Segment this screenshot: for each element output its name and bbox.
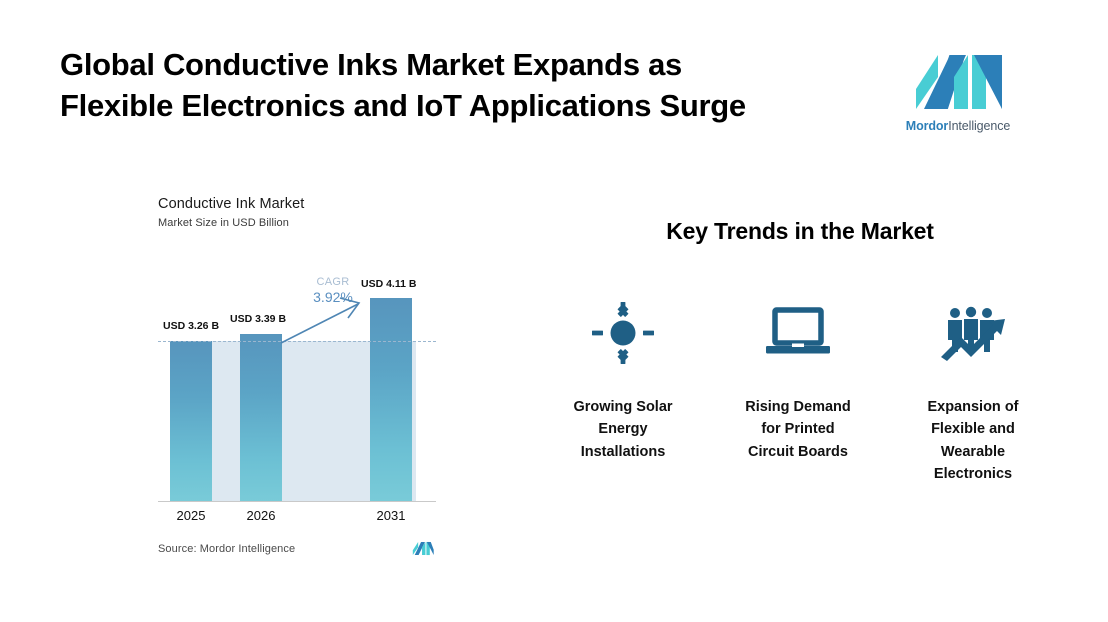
chart-source-text: Source: Mordor Intelligence bbox=[158, 542, 296, 555]
brand-wordmark: MordorIntelligence bbox=[898, 119, 1018, 133]
key-trends-row: Growing Solar Energy Installations Risin… bbox=[548, 296, 1048, 486]
page-title-line-2: Flexible Electronics and IoT Application… bbox=[60, 87, 746, 123]
bar-chart-plot: USD 3.26 B USD 3.39 B USD 4.11 B CAGR 3.… bbox=[158, 268, 436, 508]
chart-heading-block: Conductive Ink Market Market Size in USD… bbox=[158, 196, 448, 229]
sun-icon bbox=[592, 296, 654, 370]
bar-value-label-2026: USD 3.39 B bbox=[230, 313, 287, 325]
trend-label-pcb-line2: for Printed bbox=[761, 421, 835, 438]
bar-value-label-2031: USD 4.11 B bbox=[361, 278, 417, 290]
laptop-icon bbox=[765, 296, 831, 370]
brand-word-light: Intelligence bbox=[948, 119, 1011, 133]
mordor-intelligence-logo-icon bbox=[916, 55, 1002, 109]
people-growth-arrow-icon bbox=[937, 296, 1009, 370]
brand-logo: MordorIntelligence bbox=[898, 47, 1018, 133]
chart-x-axis: 2025 2026 2031 bbox=[158, 508, 436, 530]
trend-label-flexible-line2: Flexible and bbox=[931, 421, 1015, 438]
x-tick-2031: 2031 bbox=[376, 508, 406, 523]
page-title: Global Conductive Inks Market Expands as… bbox=[60, 45, 850, 127]
cagr-value: 3.92% bbox=[313, 289, 353, 305]
trend-label-solar-line2: Energy bbox=[598, 421, 648, 438]
chart-title: Conductive Ink Market bbox=[158, 196, 305, 212]
trend-label-solar-line3: Installations bbox=[580, 443, 666, 460]
trend-label-pcb-line3: Circuit Boards bbox=[748, 443, 848, 460]
trend-item-flexible: Expansion of Flexible and Wearable Elect… bbox=[898, 296, 1048, 486]
page-title-line-1: Global Conductive Inks Market Expands as bbox=[60, 47, 682, 82]
key-trends-heading: Key Trends in the Market bbox=[666, 218, 934, 244]
trend-label-flexible-line4: Electronics bbox=[933, 466, 1013, 483]
trend-item-solar: Growing Solar Energy Installations bbox=[548, 296, 698, 463]
chart-source-row: Source: Mordor Intelligence bbox=[158, 540, 436, 557]
trend-label-flexible-line3: Wearable bbox=[940, 443, 1006, 460]
bar-2031 bbox=[370, 298, 412, 501]
bar-value-label-2025: USD 3.26 B bbox=[163, 320, 220, 332]
trend-label-solar-line1: Growing Solar bbox=[573, 399, 673, 415]
trend-label-pcb: Rising Demand for Printed Circuit Boards bbox=[745, 396, 851, 463]
cagr-annotation: CAGR 3.92% bbox=[303, 276, 363, 305]
bar-2025 bbox=[170, 341, 212, 501]
trend-label-pcb-line1: Rising Demand bbox=[745, 399, 851, 415]
brand-word-bold: Mordor bbox=[905, 119, 949, 133]
cagr-growth-arrow-icon bbox=[280, 297, 361, 344]
trend-label-flexible: Expansion of Flexible and Wearable Elect… bbox=[927, 396, 1018, 486]
x-tick-2026: 2026 bbox=[246, 508, 276, 523]
chart-baseline-axis bbox=[158, 501, 436, 502]
trend-label-flexible-line1: Expansion of bbox=[927, 399, 1019, 415]
trend-item-pcb: Rising Demand for Printed Circuit Boards bbox=[723, 296, 873, 463]
trend-label-solar: Growing Solar Energy Installations bbox=[573, 396, 672, 463]
source-logo-icon bbox=[412, 541, 434, 556]
cagr-caption: CAGR bbox=[316, 276, 350, 288]
chart-subtitle: Market Size in USD Billion bbox=[158, 217, 289, 229]
x-tick-2025: 2025 bbox=[176, 508, 206, 523]
reference-dashed-line bbox=[158, 341, 436, 342]
bar-2026 bbox=[240, 334, 282, 501]
